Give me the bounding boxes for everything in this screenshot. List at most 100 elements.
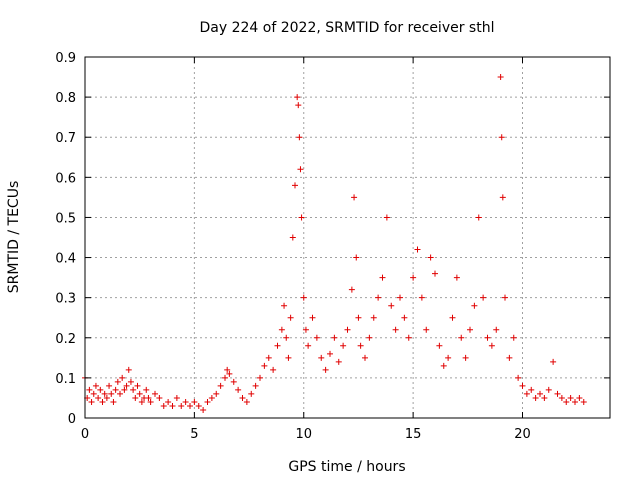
data-point xyxy=(147,398,154,405)
data-point xyxy=(545,386,552,393)
data-point xyxy=(554,390,561,397)
data-point xyxy=(471,302,478,309)
data-point xyxy=(458,334,465,341)
data-point xyxy=(239,394,246,401)
data-point xyxy=(132,394,139,401)
data-point xyxy=(502,294,508,301)
data-point xyxy=(204,398,211,405)
data-point xyxy=(138,398,145,405)
data-point xyxy=(528,386,535,393)
data-point xyxy=(335,358,342,365)
data-point xyxy=(278,326,285,333)
data-point xyxy=(252,382,259,389)
data-point xyxy=(510,334,517,341)
data-point xyxy=(322,366,329,373)
data-point xyxy=(160,402,167,409)
data-point xyxy=(532,394,539,401)
y-tick-label: 0.2 xyxy=(55,332,76,347)
data-point xyxy=(235,386,242,393)
data-point xyxy=(484,334,491,341)
data-point xyxy=(119,374,126,381)
data-point xyxy=(576,394,583,401)
data-point xyxy=(423,326,430,333)
data-point xyxy=(217,382,224,389)
data-point xyxy=(558,394,565,401)
y-tick-label: 0.5 xyxy=(55,211,76,226)
data-point xyxy=(97,386,104,393)
data-point xyxy=(357,342,364,349)
data-point xyxy=(101,390,108,397)
y-tick-label: 0.4 xyxy=(55,252,76,267)
data-point xyxy=(285,354,292,361)
data-point xyxy=(281,302,288,309)
data-point xyxy=(580,398,587,405)
data-point xyxy=(410,274,417,281)
data-point xyxy=(106,382,113,389)
data-point xyxy=(449,314,456,321)
x-tick-label: 10 xyxy=(295,427,312,442)
y-tick-label: 0.7 xyxy=(55,131,76,146)
data-point xyxy=(222,374,228,381)
data-point xyxy=(187,402,193,409)
data-point xyxy=(309,314,316,321)
data-point xyxy=(515,374,522,381)
data-point xyxy=(305,342,312,349)
data-point xyxy=(497,74,504,81)
data-point xyxy=(519,382,526,389)
data-point xyxy=(156,394,163,401)
data-point xyxy=(92,382,99,389)
data-point xyxy=(274,342,281,349)
data-point xyxy=(493,326,500,333)
data-point xyxy=(195,402,202,409)
data-point xyxy=(296,134,303,141)
data-point xyxy=(453,274,460,281)
data-point xyxy=(300,294,307,301)
data-point xyxy=(370,314,377,321)
data-point xyxy=(462,354,469,361)
data-point xyxy=(418,294,425,301)
data-point xyxy=(392,326,399,333)
data-point xyxy=(318,354,325,361)
y-tick-label: 0.6 xyxy=(55,171,76,186)
data-point xyxy=(182,398,189,405)
y-axis-label: SRMTID / TECUs xyxy=(6,181,22,294)
data-point xyxy=(331,334,338,341)
data-point xyxy=(567,394,574,401)
data-point xyxy=(436,342,443,349)
data-point xyxy=(200,406,207,413)
data-point xyxy=(108,390,115,397)
data-point xyxy=(397,294,403,301)
data-point xyxy=(445,354,452,361)
data-point xyxy=(95,394,102,401)
data-point xyxy=(86,386,93,393)
data-point xyxy=(302,326,309,333)
data-point xyxy=(99,398,106,405)
data-point xyxy=(523,390,530,397)
data-point xyxy=(125,366,132,373)
data-point xyxy=(178,402,185,409)
data-point xyxy=(143,386,150,393)
data-point xyxy=(173,394,180,401)
x-tick-label: 20 xyxy=(514,427,531,442)
data-point xyxy=(366,334,373,341)
x-tick-label: 15 xyxy=(405,427,422,442)
data-point xyxy=(294,94,301,101)
data-point xyxy=(123,382,130,389)
data-point xyxy=(208,394,215,401)
data-point xyxy=(313,334,320,341)
data-point xyxy=(257,374,263,381)
data-point xyxy=(344,326,351,333)
data-point xyxy=(537,390,543,397)
data-marks xyxy=(82,74,587,413)
data-point xyxy=(506,354,513,361)
x-tick-label: 0 xyxy=(81,427,89,442)
grid-lines xyxy=(85,57,610,418)
data-point xyxy=(88,398,95,405)
data-point xyxy=(297,166,304,173)
y-tick-label: 0.8 xyxy=(55,91,76,106)
data-point xyxy=(355,314,362,321)
x-axis-label: GPS time / hours xyxy=(288,459,405,475)
data-point xyxy=(117,390,123,397)
data-point xyxy=(121,386,128,393)
data-point xyxy=(169,402,176,409)
